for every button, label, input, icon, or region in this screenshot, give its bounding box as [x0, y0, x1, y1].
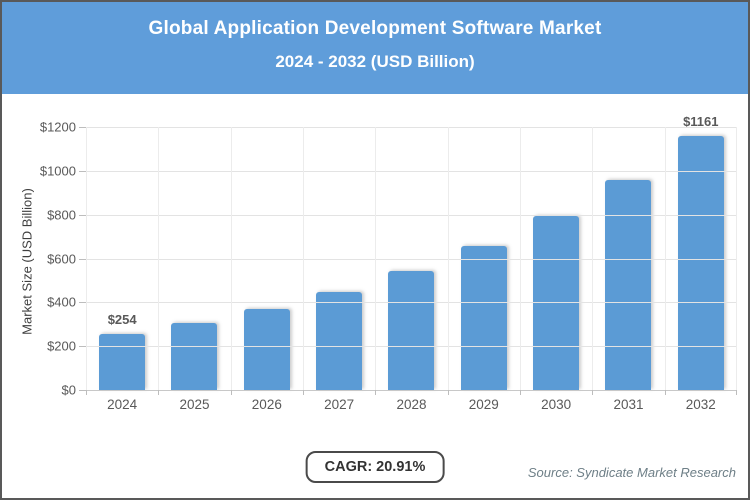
x-axis-tick	[736, 390, 737, 395]
x-axis-tick	[447, 390, 449, 395]
y-axis-tick	[79, 170, 86, 172]
y-axis-tick	[79, 214, 86, 216]
x-axis-tick	[230, 390, 232, 395]
gridline-vertical	[592, 127, 594, 390]
y-axis-tick-label: $0	[61, 382, 76, 398]
bar-value-label: $254	[107, 312, 137, 328]
cagr-badge: CAGR: 20.91%	[305, 451, 445, 483]
x-axis-tick	[375, 390, 377, 395]
chart-region: Market Size (USD Billion) $254 $1161 $120…	[2, 94, 748, 445]
bar-column	[231, 127, 303, 390]
y-axis-tick-label: $1200	[39, 119, 76, 135]
y-axis-tick-label: $600	[47, 251, 76, 266]
gridline-vertical	[736, 127, 737, 390]
bar-2032	[677, 135, 724, 390]
chart-title-line2: 2024 - 2032 (USD Billion)	[275, 52, 475, 71]
y-axis-tick-label: $1000	[39, 163, 76, 179]
x-axis-label-2025: 2025	[179, 397, 210, 412]
bar-column: $1161	[665, 114, 737, 390]
gridline-horizontal	[86, 302, 737, 304]
bar-2027	[316, 291, 363, 390]
gridline-vertical	[158, 127, 160, 390]
x-axis-labels: 2024 2025 2026 2027 2028 2029 2030 2031 2032	[86, 397, 737, 412]
source-attribution: Source: Syndicate Market Research	[527, 465, 736, 480]
chart-header: Global Application Development Software …	[2, 2, 748, 94]
y-axis-tick	[79, 390, 86, 391]
x-axis-tick	[592, 390, 594, 395]
x-axis-tick	[664, 390, 666, 395]
bar-2028	[388, 271, 435, 390]
gridline-vertical	[230, 127, 232, 390]
gridline-horizontal	[86, 390, 737, 391]
x-axis-tick	[158, 390, 160, 395]
y-axis-tick-label: $200	[47, 338, 76, 354]
gridline-horizontal	[86, 346, 737, 348]
gridline-vertical	[447, 127, 449, 390]
x-axis-label-2032: 2032	[685, 397, 716, 412]
bar-2029	[460, 246, 507, 390]
bar-2026	[243, 308, 290, 390]
bar-value-label: $1161	[683, 113, 719, 129]
x-axis-tick	[86, 390, 87, 395]
bar-2024	[99, 334, 146, 390]
bar-column	[158, 127, 230, 390]
x-axis-label-2024: 2024	[107, 397, 138, 412]
gridline-vertical	[375, 127, 377, 390]
y-axis-tick-label: $400	[47, 294, 76, 310]
x-axis-label-2028: 2028	[396, 397, 427, 412]
gridline-horizontal	[86, 170, 737, 172]
bar-2025	[171, 322, 218, 390]
x-axis-tick	[519, 390, 521, 395]
gridline-vertical	[664, 127, 666, 390]
y-axis-tick	[79, 302, 86, 304]
bar-column	[303, 127, 375, 390]
gridline-vertical	[302, 127, 304, 390]
gridline-horizontal	[86, 127, 737, 128]
bar-2031	[605, 179, 652, 390]
chart-footer: CAGR: 20.91% Source: Syndicate Market Re…	[2, 445, 748, 498]
bar-column: $254	[86, 127, 158, 390]
gridline-vertical	[519, 127, 521, 390]
y-axis-tick	[79, 127, 86, 128]
chart-title-line1: Global Application Development Software …	[148, 18, 602, 39]
x-axis-label-2031: 2031	[613, 397, 644, 412]
y-axis-title: Market Size (USD Billion)	[19, 188, 35, 335]
plot-area: $254 $1161 $1200 $1000 $800 $600 $400 $200 $0	[40, 114, 737, 398]
gridline-vertical	[86, 127, 87, 390]
x-axis-tick	[302, 390, 304, 395]
y-axis-tick-label: $800	[47, 207, 76, 223]
x-axis-label-2026: 2026	[251, 397, 282, 412]
bar-column	[375, 127, 447, 390]
gridline-horizontal	[86, 214, 737, 216]
gridline-horizontal	[86, 258, 737, 260]
x-axis-label-2030: 2030	[541, 397, 572, 412]
y-axis-tick	[79, 346, 86, 348]
x-axis-label-2027: 2027	[324, 397, 355, 412]
x-axis-label-2029: 2029	[468, 397, 499, 412]
y-axis-tick	[79, 258, 86, 260]
bar-column	[448, 127, 520, 390]
